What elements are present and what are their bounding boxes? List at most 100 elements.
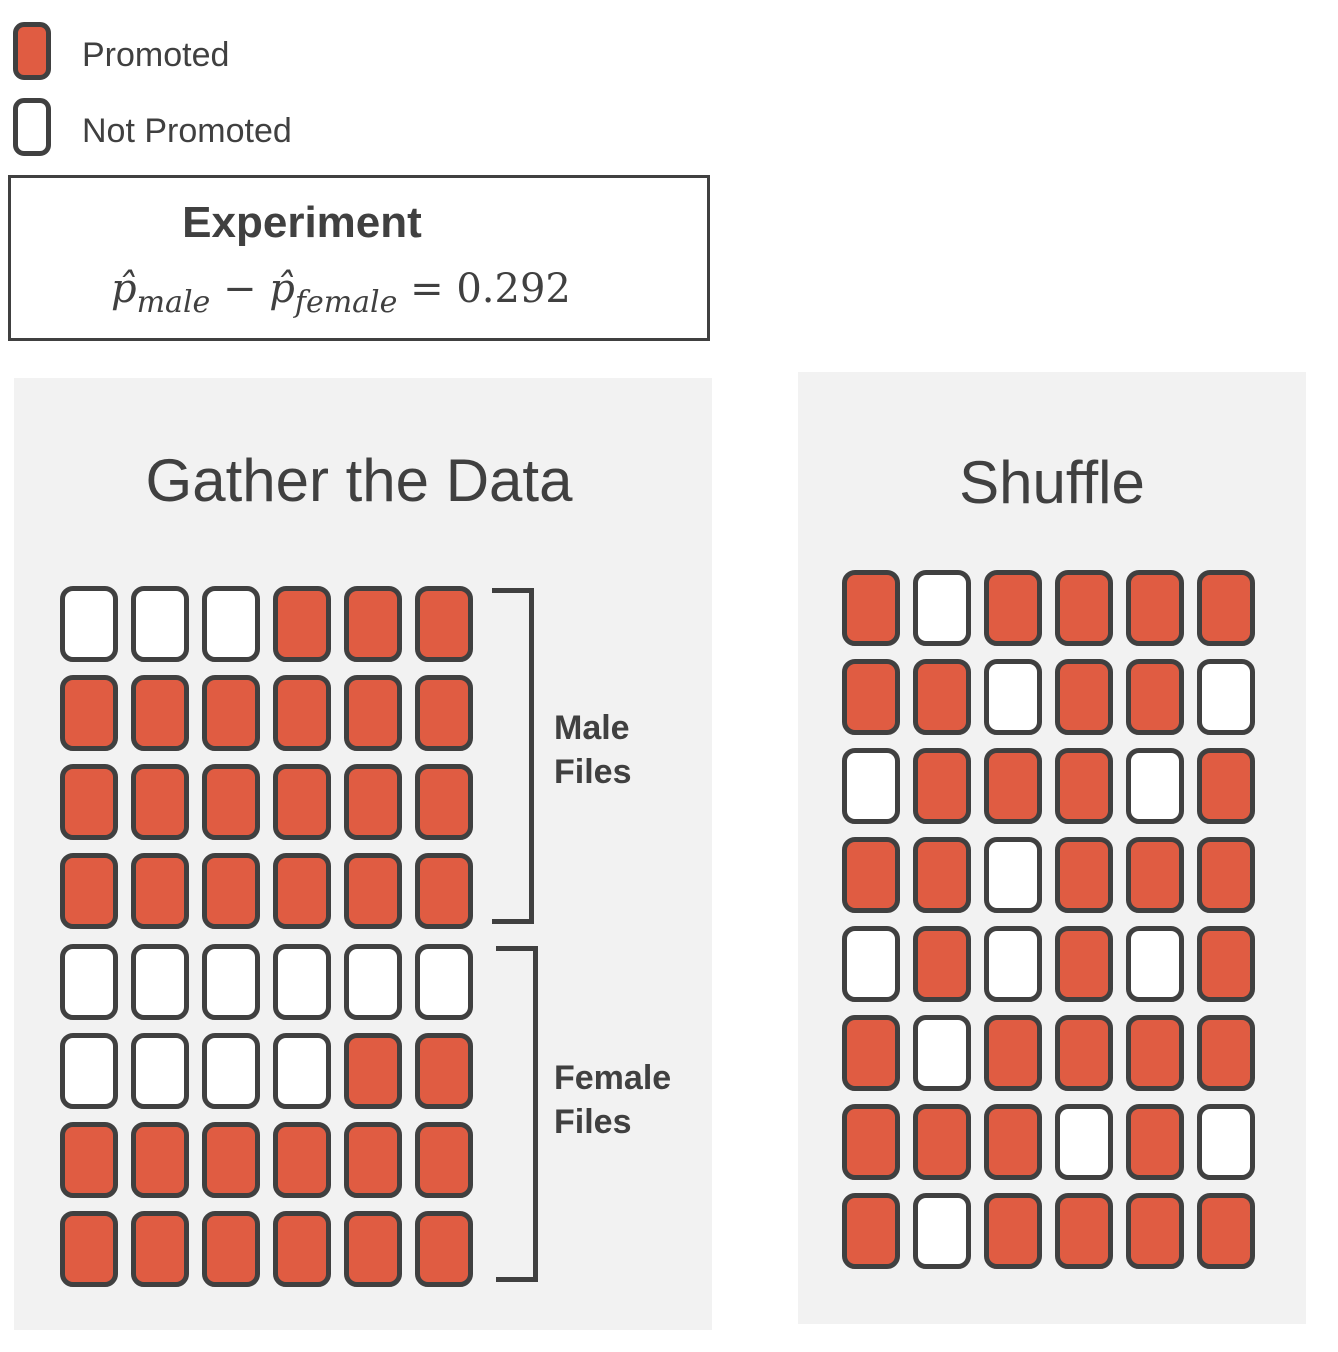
- shuffle-panel: Shuffle: [798, 372, 1306, 1324]
- shuffled-card-promoted: [842, 570, 900, 646]
- shuffled-card-not-promoted: [842, 926, 900, 1002]
- female-card-not-promoted: [60, 1033, 118, 1109]
- male-card-not-promoted: [202, 586, 260, 662]
- shuffled-card-promoted: [842, 837, 900, 913]
- female-card-not-promoted: [131, 944, 189, 1020]
- female-card-promoted: [273, 1211, 331, 1287]
- male-card-promoted: [273, 764, 331, 840]
- legend-not-promoted: Not Promoted: [10, 98, 410, 164]
- legend-promoted-label: Promoted: [82, 36, 230, 74]
- male-label-line1: Male: [554, 709, 630, 747]
- female-card-promoted: [131, 1122, 189, 1198]
- female-card-not-promoted: [344, 944, 402, 1020]
- female-card-promoted: [60, 1211, 118, 1287]
- female-card-not-promoted: [415, 944, 473, 1020]
- female-card-promoted: [344, 1122, 402, 1198]
- shuffled-card-not-promoted: [1126, 748, 1184, 824]
- shuffled-card-promoted: [842, 1015, 900, 1091]
- shuffled-card-promoted: [1197, 570, 1255, 646]
- shuffled-card-promoted: [842, 1193, 900, 1269]
- male-card-promoted: [415, 675, 473, 751]
- shuffled-card-promoted: [1126, 837, 1184, 913]
- male-card-promoted: [415, 586, 473, 662]
- male-card-promoted: [202, 675, 260, 751]
- shuffled-card-not-promoted: [984, 659, 1042, 735]
- shuffled-card-promoted: [913, 748, 971, 824]
- male-card-promoted: [344, 586, 402, 662]
- shuffled-card-promoted: [1126, 1193, 1184, 1269]
- shuffled-card-promoted: [984, 1104, 1042, 1180]
- equals-sign: =: [410, 266, 444, 312]
- experiment-title: Experiment: [182, 198, 422, 247]
- p-male-subscript: male: [136, 285, 211, 320]
- shuffle-title: Shuffle: [959, 449, 1145, 516]
- gather-data-panel: Gather the Data Male Files Female Files: [14, 378, 712, 1330]
- male-card-promoted: [415, 853, 473, 929]
- male-card-promoted: [344, 764, 402, 840]
- male-card-promoted: [131, 853, 189, 929]
- female-card-promoted: [344, 1033, 402, 1109]
- female-card-not-promoted: [60, 944, 118, 1020]
- shuffled-card-promoted: [984, 1193, 1042, 1269]
- female-card-not-promoted: [202, 1033, 260, 1109]
- shuffled-card-promoted: [913, 659, 971, 735]
- shuffled-card-not-promoted: [1197, 659, 1255, 735]
- male-card-promoted: [273, 853, 331, 929]
- female-files-bracket: [496, 946, 538, 1282]
- female-label-line1: Female: [554, 1059, 672, 1097]
- male-card-promoted: [415, 764, 473, 840]
- shuffled-card-promoted: [842, 1104, 900, 1180]
- shuffled-card-not-promoted: [984, 837, 1042, 913]
- female-card-promoted: [344, 1211, 402, 1287]
- shuffled-card-not-promoted: [842, 748, 900, 824]
- female-card-promoted: [202, 1122, 260, 1198]
- shuffled-card-promoted: [913, 837, 971, 913]
- male-card-promoted: [60, 764, 118, 840]
- shuffled-card-promoted: [1055, 659, 1113, 735]
- shuffled-card-promoted: [1197, 1015, 1255, 1091]
- male-label-line2: Files: [554, 753, 632, 791]
- male-card-promoted: [273, 675, 331, 751]
- female-card-promoted: [273, 1122, 331, 1198]
- p-hat-female: p̂female: [269, 266, 398, 320]
- shuffled-card-not-promoted: [984, 926, 1042, 1002]
- male-card-not-promoted: [60, 586, 118, 662]
- female-card-promoted: [60, 1122, 118, 1198]
- shuffled-card-not-promoted: [1197, 1104, 1255, 1180]
- female-card-promoted: [131, 1211, 189, 1287]
- not-promoted-swatch: [13, 98, 51, 156]
- p-hat-male: p̂male: [111, 266, 211, 320]
- legend-not-promoted-label: Not Promoted: [82, 112, 292, 150]
- experiment-box: Experiment p̂male − p̂female = 0.292: [8, 175, 710, 341]
- male-card-promoted: [131, 764, 189, 840]
- male-card-promoted: [60, 675, 118, 751]
- experiment-formula: p̂male − p̂female = 0.292: [111, 266, 711, 320]
- male-files-bracket: [492, 588, 534, 924]
- male-card-promoted: [60, 853, 118, 929]
- shuffled-card-not-promoted: [913, 1015, 971, 1091]
- shuffled-card-promoted: [1055, 1193, 1113, 1269]
- shuffled-card-promoted: [1055, 1015, 1113, 1091]
- shuffled-card-promoted: [1126, 659, 1184, 735]
- male-files-label: Male Files: [554, 706, 631, 794]
- minus-sign: −: [223, 266, 270, 312]
- female-card-not-promoted: [131, 1033, 189, 1109]
- shuffled-card-promoted: [984, 1015, 1042, 1091]
- shuffled-card-promoted: [842, 659, 900, 735]
- female-card-promoted: [415, 1033, 473, 1109]
- gather-data-title: Gather the Data: [145, 447, 573, 514]
- shuffled-card-promoted: [1055, 570, 1113, 646]
- female-card-not-promoted: [273, 1033, 331, 1109]
- p-female-subscript: female: [294, 285, 398, 320]
- shuffled-card-promoted: [1197, 748, 1255, 824]
- female-label-line2: Files: [554, 1103, 632, 1141]
- male-card-promoted: [131, 675, 189, 751]
- male-card-promoted: [344, 675, 402, 751]
- male-card-not-promoted: [131, 586, 189, 662]
- shuffled-card-promoted: [1197, 837, 1255, 913]
- female-card-promoted: [415, 1211, 473, 1287]
- shuffled-card-promoted: [913, 926, 971, 1002]
- male-card-promoted: [273, 586, 331, 662]
- shuffled-card-not-promoted: [1126, 926, 1184, 1002]
- shuffled-card-not-promoted: [913, 1193, 971, 1269]
